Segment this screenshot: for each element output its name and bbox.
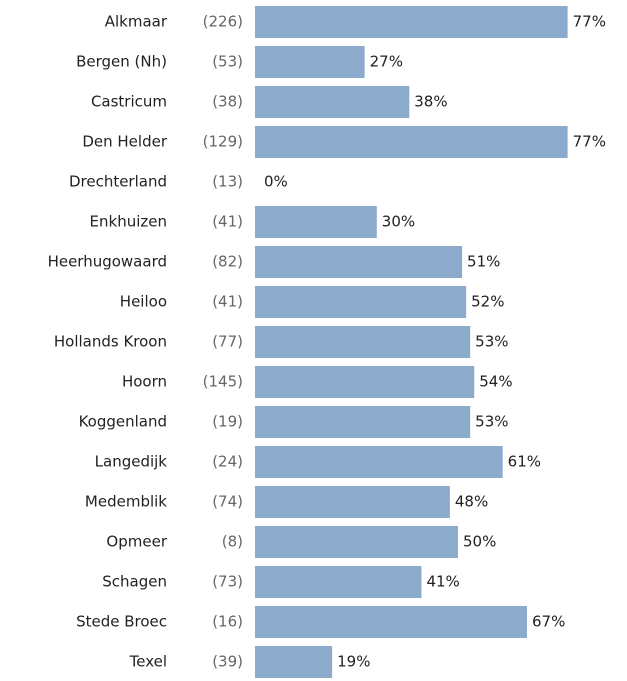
bar bbox=[255, 566, 422, 598]
category-label: Schagen bbox=[102, 573, 167, 591]
value-label: 0% bbox=[264, 173, 288, 191]
count-label: (39) bbox=[212, 653, 243, 671]
value-label: 30% bbox=[382, 213, 415, 231]
count-label: (19) bbox=[212, 413, 243, 431]
bar bbox=[255, 406, 471, 438]
category-label: Koggenland bbox=[79, 413, 167, 431]
bar bbox=[255, 486, 450, 518]
category-label: Hoorn bbox=[122, 373, 167, 391]
category-label: Bergen (Nh) bbox=[76, 53, 167, 71]
count-label: (53) bbox=[212, 53, 243, 71]
category-label: Opmeer bbox=[106, 533, 167, 551]
bar bbox=[255, 286, 467, 318]
bar bbox=[255, 526, 458, 558]
bar bbox=[255, 606, 528, 638]
count-label: (38) bbox=[212, 93, 243, 111]
count-label: (16) bbox=[212, 613, 243, 631]
value-label: 61% bbox=[508, 453, 541, 471]
bar bbox=[255, 366, 475, 398]
count-label: (74) bbox=[212, 493, 243, 511]
value-label: 19% bbox=[337, 653, 370, 671]
count-label: (82) bbox=[212, 253, 243, 271]
value-label: 27% bbox=[370, 53, 403, 71]
count-label: (129) bbox=[203, 133, 243, 151]
category-label: Medemblik bbox=[85, 493, 167, 511]
bar bbox=[255, 126, 568, 158]
value-label: 54% bbox=[479, 373, 512, 391]
count-label: (13) bbox=[212, 173, 243, 191]
bar bbox=[255, 246, 463, 278]
value-label: 77% bbox=[573, 13, 606, 31]
bar bbox=[255, 86, 410, 118]
count-label: (73) bbox=[212, 573, 243, 591]
category-label: Langedijk bbox=[95, 453, 168, 471]
category-label: Heiloo bbox=[120, 293, 167, 311]
category-label: Hollands Kroon bbox=[54, 333, 167, 351]
category-label: Alkmaar bbox=[105, 13, 168, 31]
count-label: (226) bbox=[203, 13, 243, 31]
bar bbox=[255, 46, 365, 78]
value-label: 77% bbox=[573, 133, 606, 151]
category-label: Castricum bbox=[91, 93, 167, 111]
count-label: (8) bbox=[222, 533, 243, 551]
value-label: 48% bbox=[455, 493, 488, 511]
value-label: 50% bbox=[463, 533, 496, 551]
value-label: 51% bbox=[467, 253, 500, 271]
category-label: Texel bbox=[129, 653, 167, 671]
bar bbox=[255, 326, 471, 358]
value-label: 53% bbox=[475, 413, 508, 431]
category-label: Heerhugowaard bbox=[48, 253, 167, 271]
value-label: 67% bbox=[532, 613, 565, 631]
count-label: (145) bbox=[203, 373, 243, 391]
count-label: (41) bbox=[212, 293, 243, 311]
bar bbox=[255, 6, 568, 38]
category-label: Stede Broec bbox=[76, 613, 167, 631]
count-label: (77) bbox=[212, 333, 243, 351]
category-label: Enkhuizen bbox=[90, 213, 167, 231]
count-label: (41) bbox=[212, 213, 243, 231]
value-label: 52% bbox=[471, 293, 504, 311]
value-label: 38% bbox=[414, 93, 447, 111]
category-label: Den Helder bbox=[82, 133, 167, 151]
value-label: 53% bbox=[475, 333, 508, 351]
category-label: Drechterland bbox=[69, 173, 167, 191]
count-label: (24) bbox=[212, 453, 243, 471]
bar bbox=[255, 446, 503, 478]
bar bbox=[255, 206, 377, 238]
value-label: 41% bbox=[426, 573, 459, 591]
bar bbox=[255, 646, 333, 678]
